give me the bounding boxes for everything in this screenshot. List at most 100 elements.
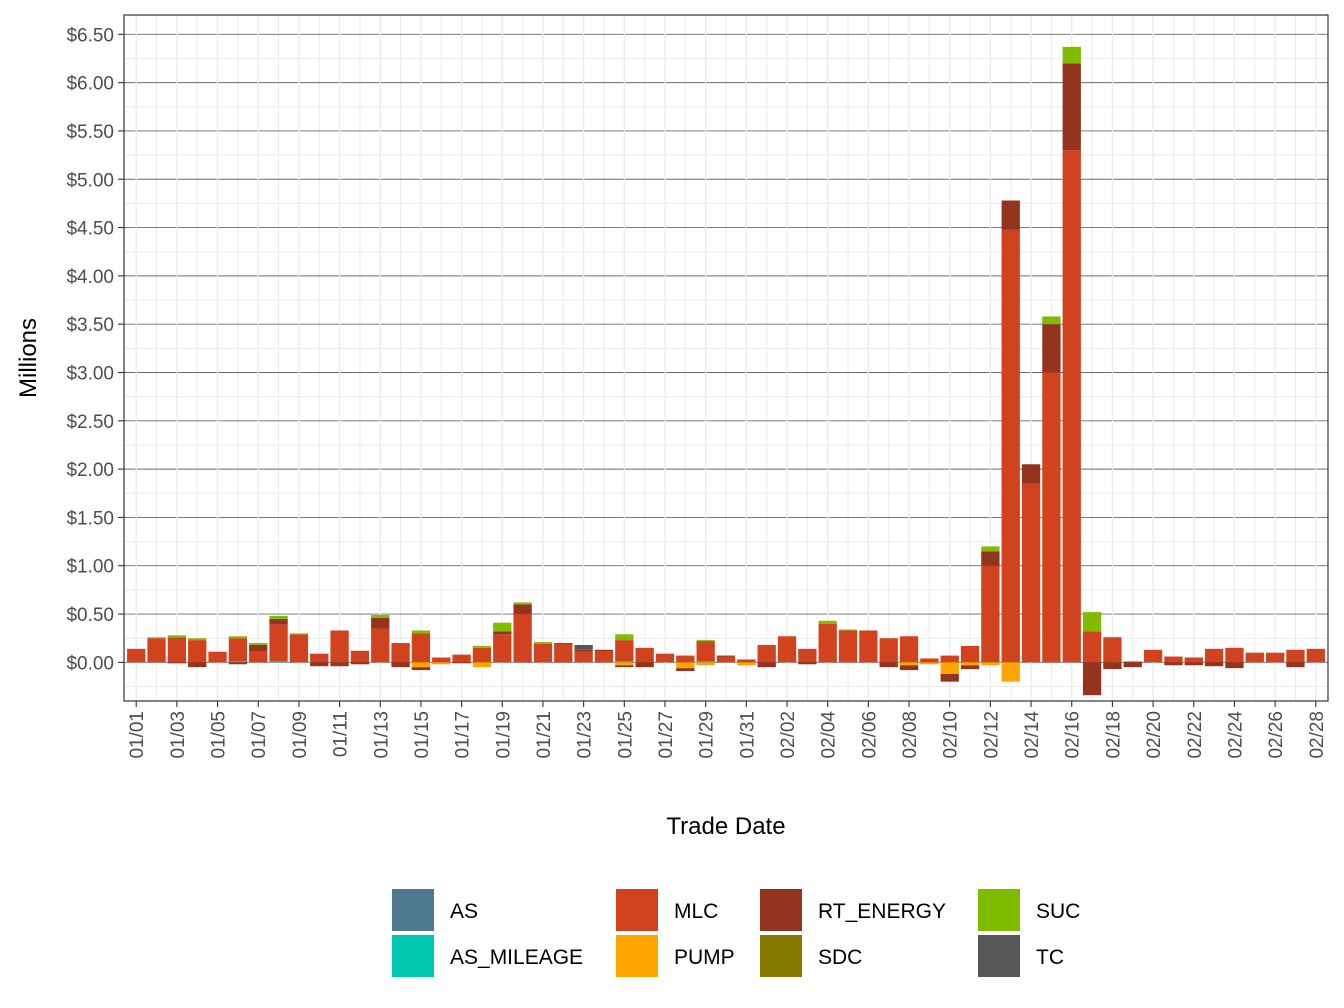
bar-mlc bbox=[310, 653, 329, 663]
x-tick-label: 02/20 bbox=[1144, 711, 1165, 759]
bar-mlc bbox=[1103, 637, 1122, 663]
bar-suc bbox=[696, 640, 715, 642]
x-tick-label: 01/13 bbox=[371, 711, 392, 759]
bar-rt-energy bbox=[350, 662, 370, 665]
bar-mlc bbox=[513, 614, 532, 663]
bar-suc bbox=[269, 615, 288, 619]
bar-rt-energy bbox=[228, 662, 248, 665]
bar-rt-energy bbox=[940, 673, 959, 682]
bar-mlc bbox=[1021, 483, 1041, 663]
bar-mlc bbox=[1164, 656, 1183, 663]
bar-rt-energy bbox=[798, 662, 817, 665]
bar-rt-energy bbox=[1123, 662, 1142, 668]
bar-rt-energy bbox=[1062, 63, 1081, 151]
bar-suc bbox=[1082, 612, 1102, 632]
bar-rt-energy bbox=[371, 617, 390, 629]
bar-pump bbox=[981, 662, 1000, 666]
bar-rt-energy bbox=[310, 662, 329, 667]
bar-mlc bbox=[147, 638, 166, 663]
bar-mlc bbox=[1123, 661, 1142, 663]
bar-mlc bbox=[411, 633, 431, 663]
bar-rt-energy bbox=[879, 662, 898, 668]
x-tick-label: 01/31 bbox=[737, 711, 758, 759]
bars bbox=[127, 46, 1325, 696]
legend-label: AS bbox=[450, 900, 478, 923]
x-tick-label: 01/05 bbox=[209, 711, 230, 759]
bar-mlc bbox=[371, 628, 390, 663]
bar-mlc bbox=[289, 634, 309, 663]
bar-suc bbox=[513, 602, 532, 605]
bar-mlc bbox=[533, 643, 553, 663]
bar-mlc bbox=[696, 641, 715, 662]
x-tick-label: 01/07 bbox=[249, 711, 270, 759]
bar-suc bbox=[838, 629, 858, 631]
x-tick-label: 01/15 bbox=[412, 711, 433, 759]
bar-mlc bbox=[330, 630, 349, 663]
bar-suc bbox=[533, 642, 553, 644]
bar-rt-energy bbox=[1001, 200, 1020, 230]
bar-suc bbox=[818, 620, 837, 624]
bar-rt-energy bbox=[574, 649, 593, 652]
bar-mlc bbox=[981, 565, 1000, 663]
x-tick-label: 02/02 bbox=[778, 711, 799, 759]
bar-mlc bbox=[188, 640, 207, 663]
x-tick-label: 02/22 bbox=[1185, 711, 1206, 759]
bar-mlc bbox=[350, 650, 370, 663]
bar-rt-energy bbox=[1103, 662, 1122, 670]
bar-mlc bbox=[1245, 652, 1264, 663]
x-tick-label: 01/01 bbox=[127, 711, 148, 759]
y-tick-label: $0.00 bbox=[66, 653, 114, 674]
bar-mlc bbox=[859, 630, 878, 663]
x-tick-label: 01/29 bbox=[697, 711, 718, 759]
bar-mlc bbox=[452, 654, 471, 663]
bar-mlc bbox=[1306, 648, 1325, 663]
bar-pump bbox=[676, 662, 695, 669]
legend-label: RT_ENERGY bbox=[818, 900, 946, 923]
bar-mlc bbox=[716, 656, 736, 663]
legend-key-as-mileage bbox=[392, 935, 434, 977]
bar-mlc bbox=[920, 658, 939, 663]
bar-suc bbox=[249, 643, 268, 645]
legend-label: SDC bbox=[818, 946, 862, 969]
x-tick-label: 01/27 bbox=[656, 711, 677, 759]
x-axis-ticks: 01/01 01/03 01/05 01/07 01/09 01/11 01/13 01/15… bbox=[127, 701, 1328, 759]
y-axis-title: Millions bbox=[15, 318, 42, 398]
bar-mlc bbox=[818, 623, 837, 663]
x-tick-label: 02/18 bbox=[1103, 711, 1124, 759]
bar-mlc bbox=[1062, 150, 1081, 663]
bar-pump bbox=[737, 662, 756, 666]
bar-suc bbox=[188, 638, 207, 641]
x-tick-label: 02/10 bbox=[941, 711, 962, 759]
y-tick-label: $4.50 bbox=[66, 219, 114, 240]
bar-mlc bbox=[615, 640, 634, 662]
y-axis-ticks: $0.00 $0.50 $1.00 $1.50 $2.00 $2.50 $3.00 $3.50… bbox=[66, 25, 124, 674]
bar-suc bbox=[472, 645, 492, 648]
bar-rt-energy bbox=[167, 662, 187, 664]
x-tick-label: 02/16 bbox=[1063, 711, 1084, 759]
bar-rt-energy bbox=[899, 665, 919, 671]
bar-mlc bbox=[777, 636, 797, 663]
bar-suc bbox=[371, 615, 390, 618]
x-tick-label: 02/12 bbox=[981, 711, 1002, 759]
bar-mlc bbox=[798, 648, 817, 663]
bar-rt-energy bbox=[513, 604, 532, 615]
x-tick-label: 02/24 bbox=[1225, 711, 1246, 759]
bar-mlc bbox=[574, 651, 593, 663]
legend: AS AS_MILEAGE MLC PUMP RT_ENERGY SDC SUC TC bbox=[392, 889, 1080, 977]
legend-key-mlc bbox=[616, 889, 658, 931]
bar-mlc bbox=[1184, 657, 1203, 663]
x-tick-label: 01/19 bbox=[493, 711, 514, 759]
bar-mlc bbox=[432, 657, 451, 663]
legend-key-rt-energy bbox=[760, 889, 802, 931]
bar-mlc bbox=[655, 653, 675, 663]
x-axis-title: Trade Date bbox=[666, 813, 785, 840]
bar-mlc bbox=[472, 647, 492, 663]
bar-mlc bbox=[940, 655, 959, 663]
bar-rt-energy bbox=[554, 643, 573, 644]
bar-rt-energy bbox=[960, 665, 980, 670]
bar-rt-energy bbox=[594, 649, 614, 652]
bar-rt-energy bbox=[1184, 662, 1203, 666]
y-tick-label: $1.50 bbox=[66, 508, 114, 529]
legend-key-sdc bbox=[760, 935, 802, 977]
bar-rt-energy bbox=[635, 662, 654, 668]
